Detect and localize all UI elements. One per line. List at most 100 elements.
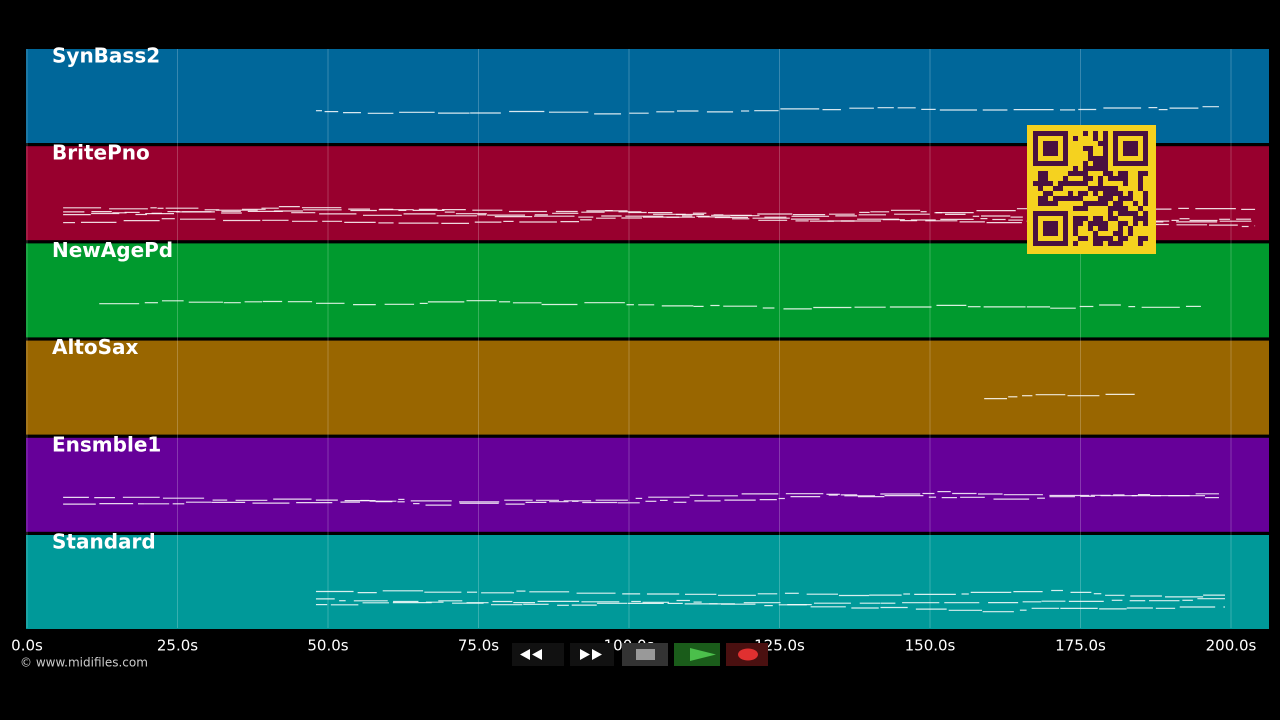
qr-module (1048, 201, 1053, 206)
qr-module (1128, 196, 1133, 201)
forward-icon (580, 649, 602, 660)
qr-module (1118, 221, 1123, 226)
qr-module (1073, 181, 1078, 186)
qr-module (1098, 236, 1103, 241)
qr-module (1068, 171, 1073, 176)
qr-module (1133, 211, 1138, 216)
qr-module (1098, 141, 1103, 146)
qr-pattern (1033, 131, 1148, 246)
qr-module (1063, 196, 1068, 201)
qr-module (1093, 166, 1098, 171)
stop-icon (636, 649, 655, 660)
qr-module (1103, 221, 1108, 226)
qr-module (1083, 191, 1088, 196)
qr-module (1103, 156, 1108, 161)
qr-module (1143, 216, 1148, 221)
qr-module (1083, 166, 1088, 171)
track-band (26, 535, 1269, 629)
rewind-icon (520, 649, 542, 660)
qr-module (1083, 176, 1088, 181)
qr-module (1048, 191, 1053, 196)
qr-module (1103, 171, 1108, 176)
qr-module (1108, 236, 1113, 241)
tick-label: 50.0s (307, 637, 348, 655)
qr-module (1083, 171, 1088, 176)
qr-module (1093, 191, 1098, 196)
qr-module (1098, 161, 1103, 166)
qr-module (1088, 176, 1093, 181)
qr-module (1103, 226, 1108, 231)
qr-module (1118, 176, 1123, 181)
qr-module (1123, 236, 1128, 241)
qr-module (1103, 136, 1108, 141)
qr-module (1088, 201, 1093, 206)
qr-module (1098, 201, 1103, 206)
qr-module (1063, 176, 1068, 181)
qr-module (1118, 201, 1123, 206)
tick-label: 75.0s (458, 637, 499, 655)
qr-finder-core (1043, 141, 1058, 156)
qr-module (1108, 191, 1113, 196)
qr-module (1118, 191, 1123, 196)
qr-module (1048, 181, 1053, 186)
qr-module (1043, 191, 1048, 196)
qr-module (1138, 241, 1143, 246)
qr-module (1083, 216, 1088, 221)
qr-module (1073, 206, 1078, 211)
copyright: © www.midifiles.com (20, 656, 148, 670)
qr-module (1113, 216, 1118, 221)
qr-module (1143, 196, 1148, 201)
qr-module (1098, 221, 1103, 226)
qr-module (1113, 201, 1118, 206)
qr-finder-core (1043, 221, 1058, 236)
track-band (26, 437, 1269, 532)
qr-module (1043, 181, 1048, 186)
qr-module (1098, 196, 1103, 201)
qr-module (1038, 176, 1043, 181)
qr-module (1113, 186, 1118, 191)
track-name: Standard (52, 530, 156, 554)
tick-label: 200.0s (1206, 637, 1257, 655)
qr-module (1123, 206, 1128, 211)
qr-module (1083, 131, 1088, 136)
qr-module (1103, 131, 1108, 136)
qr-module (1083, 201, 1088, 206)
qr-module (1118, 211, 1123, 216)
qr-module (1098, 186, 1103, 191)
qr-module (1098, 176, 1103, 181)
qr-module (1078, 196, 1083, 201)
qr-module (1088, 166, 1093, 171)
track-name: SynBass2 (52, 44, 160, 68)
qr-module (1108, 186, 1113, 191)
qr-module (1098, 181, 1103, 186)
qr-module (1123, 221, 1128, 226)
qr-module (1083, 146, 1088, 151)
qr-module (1133, 221, 1138, 226)
qr-module (1143, 236, 1148, 241)
qr-module (1103, 151, 1108, 156)
qr-module (1043, 201, 1048, 206)
qr-module (1093, 156, 1098, 161)
qr-module (1088, 186, 1093, 191)
track-name: AltoSax (52, 335, 139, 359)
qr-module (1123, 211, 1128, 216)
qr-module (1093, 201, 1098, 206)
qr-module (1138, 186, 1143, 191)
qr-module (1143, 221, 1148, 226)
qr-module (1093, 241, 1098, 246)
qr-module (1073, 241, 1078, 246)
qr-module (1078, 181, 1083, 186)
qr-module (1043, 176, 1048, 181)
track-band (26, 243, 1269, 338)
qr-module (1093, 186, 1098, 191)
transport-controls (512, 643, 768, 666)
qr-module (1143, 201, 1148, 206)
qr-module (1118, 236, 1123, 241)
qr-module (1073, 231, 1078, 236)
qr-module (1108, 216, 1113, 221)
labels: SynBass2 BritePno NewAgePd AltoSax Ensmble1 S… (11, 44, 1256, 655)
qr-module (1138, 236, 1143, 241)
qr-module (1138, 206, 1143, 211)
qr-module (1093, 131, 1098, 136)
